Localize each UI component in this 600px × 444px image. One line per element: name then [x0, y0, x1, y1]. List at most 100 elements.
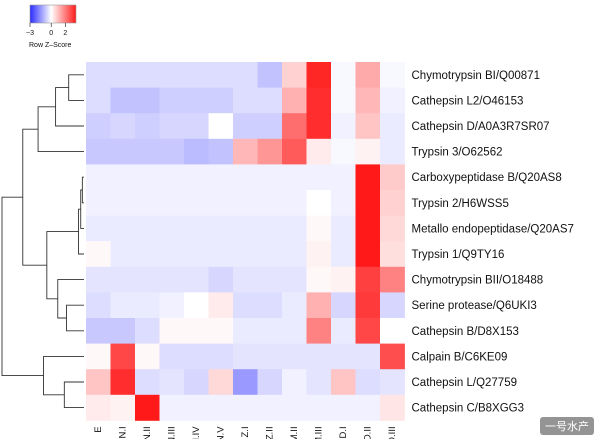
heatmap-cell: [257, 215, 283, 242]
heatmap-cell: [135, 62, 160, 88]
heatmap-cell: [355, 164, 381, 191]
heatmap-cell: [86, 369, 111, 396]
heatmap-cell: [282, 318, 307, 344]
heatmap-cell: [208, 241, 234, 268]
heatmap-cell: [135, 266, 160, 293]
heatmap-cell: [208, 87, 234, 114]
heatmap-cell: [257, 87, 283, 114]
heatmap-cell: [135, 292, 160, 319]
row-labels: Chymotrypsin BI/Q00871 Cathepsin L2/O4615…: [412, 70, 574, 415]
dendrogram-branch: [43, 355, 84, 396]
heatmap-cell: [159, 138, 185, 165]
heatmap-cell: [159, 87, 185, 114]
heatmap-cell: [184, 164, 209, 191]
row-label: Trypsin 2/H6WSS5: [412, 198, 509, 210]
heatmap-cell: [331, 241, 356, 268]
heatmap-cell: [306, 87, 332, 114]
heatmap-cell: [331, 394, 356, 421]
heatmap-cell: [208, 215, 234, 242]
heatmap-cell: [380, 87, 405, 114]
dendrogram-branch: [22, 128, 47, 266]
heatmap-cell: [380, 394, 405, 421]
heatmap-cell: [110, 190, 136, 216]
heatmap-cell: [110, 215, 136, 242]
column-label: D.II: [363, 426, 374, 439]
heatmap-cell: [306, 164, 332, 191]
heatmap-cell: [86, 318, 111, 344]
heatmap-cell: [355, 318, 381, 344]
heatmap-cell: [282, 394, 307, 421]
heatmap-cell: [306, 343, 332, 370]
heatmap-cell: [208, 292, 234, 319]
dendrogram-branch: [46, 231, 79, 300]
column-label: D.I: [338, 426, 349, 438]
heatmap-cell: [159, 318, 185, 344]
heatmap-cell: [159, 190, 185, 216]
heatmap-cell: [257, 241, 283, 268]
heatmap-cell: [135, 190, 160, 216]
heatmap-cell: [86, 343, 111, 370]
column-label: N.I: [118, 426, 129, 438]
color-key-title: Row Z–Score: [29, 42, 72, 49]
heatmap-cell: [86, 62, 111, 88]
heatmap-cell: [355, 138, 381, 165]
heatmap-cell: [233, 343, 258, 370]
heatmap-cell: [355, 241, 381, 268]
heatmap-cell: [380, 292, 405, 319]
column-label: N.IV: [191, 426, 202, 439]
heatmap-cell: [184, 113, 209, 140]
heatmap-cell: [282, 266, 307, 293]
heatmap-cell: [233, 190, 258, 216]
heatmap-cell: [257, 164, 283, 191]
heatmap-cell: [159, 241, 185, 268]
heatmap-cell: [282, 292, 307, 319]
heatmap-cell: [282, 215, 307, 242]
column-labels: E N.I N.II N.III N.IV N.V Z.I Z.II M.II M.III D.I D…: [93, 426, 398, 444]
column-label: M.II: [289, 426, 300, 439]
heatmap-cell: [282, 164, 307, 191]
color-key-tick-label: 2: [63, 30, 67, 37]
heatmap-cell: [159, 292, 185, 319]
column-label: Z.I: [240, 426, 251, 437]
heatmap-cell: [257, 266, 283, 293]
heatmap-cell: [110, 292, 136, 319]
heatmap-cell: [135, 369, 160, 396]
heatmap-cell: [306, 138, 332, 165]
heatmap-cell: [159, 343, 185, 370]
column-label: E: [93, 426, 104, 432]
dendrogram-branch: [37, 106, 84, 153]
heatmap-cell: [380, 62, 405, 88]
heatmap-cell: [184, 318, 209, 344]
heatmap-cell: [355, 87, 381, 114]
dendrogram-branch: [66, 304, 84, 332]
heatmap-cell: [135, 215, 160, 242]
heatmap-cell: [208, 369, 234, 396]
heatmap-cell: [110, 62, 136, 88]
heatmap-cell: [257, 292, 283, 319]
heatmap-cell: [355, 394, 381, 421]
heatmap-cell: [331, 343, 356, 370]
heatmap-cell: [184, 62, 209, 88]
heatmap-cell: [355, 369, 381, 396]
heatmap-cell: [233, 369, 258, 396]
heatmap-cell: [159, 266, 185, 293]
heatmap-cell: [184, 190, 209, 216]
heatmap-cell: [159, 62, 185, 88]
heatmap-cell: [86, 394, 111, 421]
row-label: Cathepsin C/B8XGG3: [412, 403, 525, 415]
heatmap-cell: [282, 241, 307, 268]
dendrogram-branch: [68, 74, 84, 101]
heatmap-cell: [233, 292, 258, 319]
dendrogram-branch: [1, 196, 44, 377]
heatmap-cell: [135, 318, 160, 344]
heatmap-cell: [257, 113, 283, 140]
heatmap-cell: [233, 138, 258, 165]
heatmap-cell: [184, 394, 209, 421]
heatmap-cell: [331, 62, 356, 88]
heatmap-cell: [86, 190, 111, 216]
column-label: D.III: [387, 426, 398, 439]
row-label: Chymotrypsin BII/O18488: [412, 275, 544, 287]
heatmap-cell: [331, 164, 356, 191]
heatmap-cell: [110, 164, 136, 191]
